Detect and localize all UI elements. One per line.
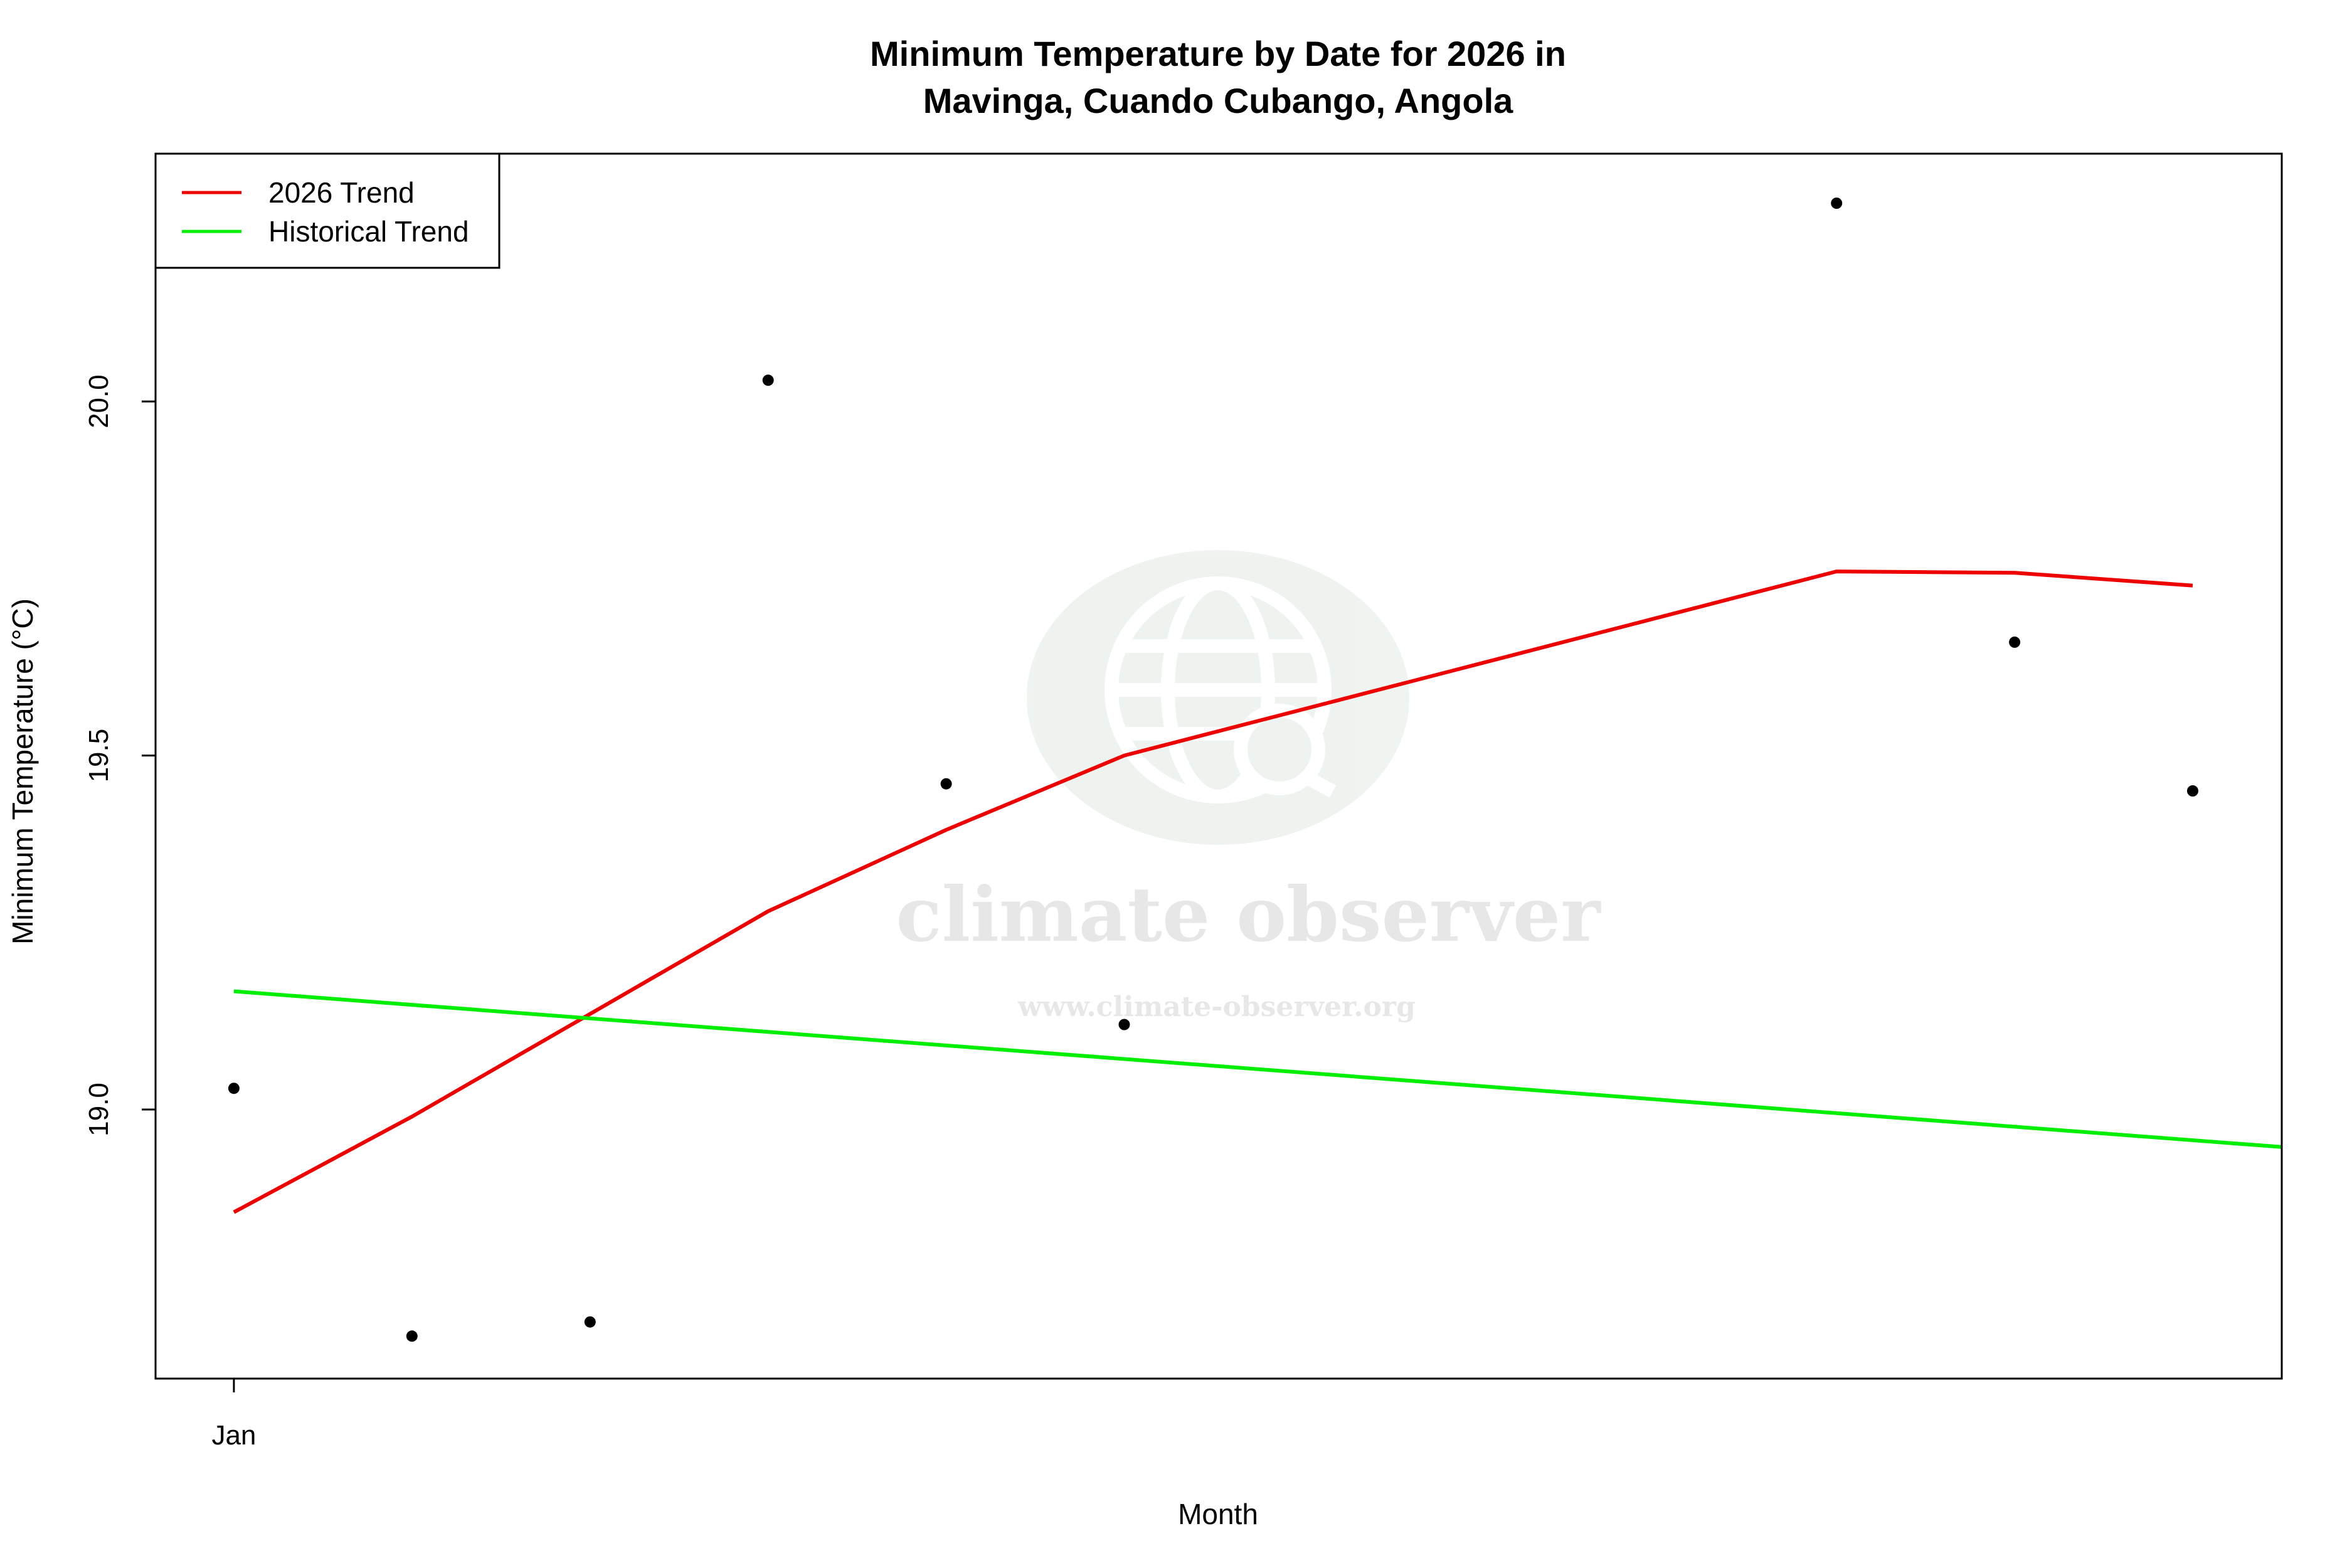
y-tick-label: 19.0 bbox=[83, 1083, 114, 1136]
watermark: climate observer www.climate-observer.or… bbox=[896, 550, 1602, 1023]
plot-frame bbox=[154, 152, 2283, 1380]
data-point bbox=[2187, 785, 2198, 797]
y-axis-label: Minimum Temperature (°C) bbox=[6, 598, 39, 945]
chart-title-line1: Minimum Temperature by Date for 2026 in bbox=[870, 34, 1566, 73]
y-tick-label: 20.0 bbox=[83, 374, 114, 428]
legend: 2026 Trend Historical Trend bbox=[154, 152, 501, 269]
data-point bbox=[584, 1316, 596, 1328]
globe-search-icon bbox=[1104, 576, 1337, 803]
data-point bbox=[762, 374, 774, 386]
data-point bbox=[406, 1330, 418, 1342]
points-layer bbox=[228, 198, 2198, 1342]
chart-title-line2: Mavinga, Cuando Cubango, Angola bbox=[923, 81, 1513, 120]
data-point bbox=[1831, 198, 1843, 209]
watermark-name: climate observer bbox=[896, 871, 1602, 959]
series-line-2 bbox=[233, 989, 2282, 1149]
x-axis: Jan bbox=[211, 1379, 256, 1451]
data-point bbox=[228, 1083, 240, 1094]
legend-label: Historical Trend bbox=[268, 215, 469, 248]
data-point bbox=[940, 778, 952, 790]
legend-label: 2026 Trend bbox=[268, 176, 415, 209]
data-point bbox=[1118, 1019, 1130, 1030]
legend-box bbox=[154, 152, 501, 269]
x-tick-label: Jan bbox=[211, 1420, 256, 1451]
series-layer bbox=[233, 569, 2282, 1214]
y-tick-label: 19.5 bbox=[83, 729, 114, 783]
data-point bbox=[2009, 636, 2021, 648]
y-axis: 19.0 19.5 20.0 bbox=[83, 374, 157, 1136]
x-axis-label: Month bbox=[1178, 1498, 1258, 1530]
series-line-1 bbox=[233, 569, 2193, 1214]
watermark-url: www.climate-observer.org bbox=[1017, 991, 1416, 1023]
